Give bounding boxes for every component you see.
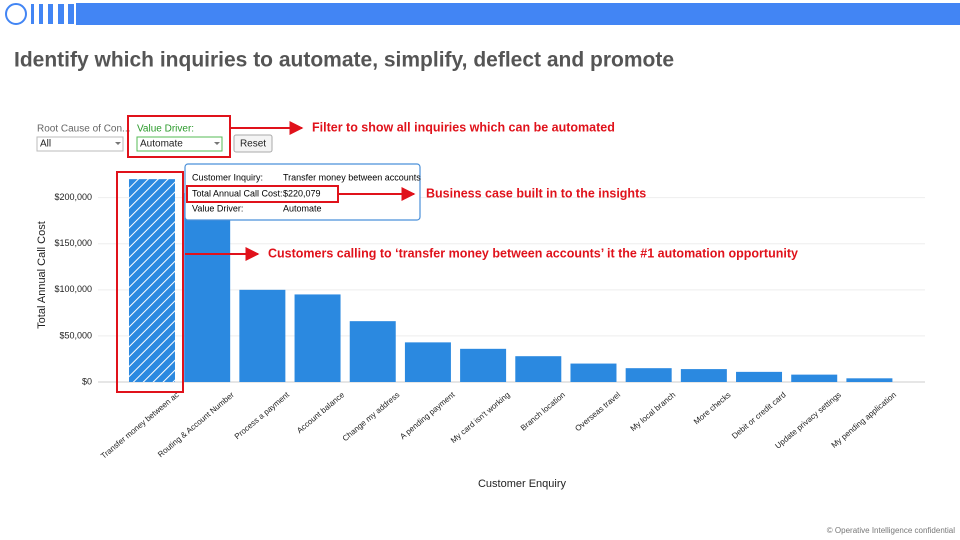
slide-title: Identify which inquiries to automate, si… — [14, 49, 674, 72]
tooltip: Customer Inquiry: Transfer money between… — [184, 163, 421, 221]
x-tick-label: Change my address — [341, 390, 402, 443]
filter-label: Value Driver: — [137, 124, 194, 135]
bar — [846, 378, 893, 382]
tooltip-value: Automate — [283, 203, 322, 213]
bar — [184, 193, 231, 382]
tooltip-label: Total Annual Call Cost: — [192, 188, 283, 198]
bar — [460, 348, 507, 382]
x-tick-label: My local branch — [629, 390, 678, 433]
annotation: Business case built in to the insights — [426, 186, 646, 200]
y-tick-label: $200,000 — [54, 192, 92, 202]
y-axis-title: Total Annual Call Cost — [36, 221, 48, 329]
x-tick-label: More checks — [692, 390, 733, 426]
y-tick-label: $0 — [82, 376, 92, 386]
filter-select[interactable] — [136, 136, 223, 152]
filter-value: All — [40, 139, 51, 150]
x-tick-label: My card isn't working — [449, 390, 512, 445]
filter-label: Root Cause of Con... — [37, 124, 130, 135]
bar — [239, 289, 286, 382]
reset-label: Reset — [240, 139, 266, 150]
annotation: Filter to show all inquiries which can b… — [312, 120, 615, 134]
bar — [515, 356, 562, 382]
bar — [736, 371, 783, 382]
x-axis-title: Customer Enquiry — [478, 478, 567, 490]
x-tick-label: Process a payment — [233, 390, 292, 441]
annotation: Customers calling to ‘transfer money bet… — [268, 246, 798, 260]
reset-button[interactable] — [233, 134, 273, 153]
x-tick-label: A pending payment — [398, 390, 457, 441]
bar — [128, 179, 175, 382]
y-tick-label: $150,000 — [54, 238, 92, 248]
x-tick-label: Account balance — [295, 390, 347, 435]
highlight-box — [127, 115, 231, 158]
bar — [349, 321, 396, 382]
x-tick-label: Debit or credit card — [730, 390, 788, 440]
bar — [294, 294, 341, 382]
header-strip — [5, 3, 960, 25]
bar — [570, 363, 617, 382]
highlight-box — [116, 171, 184, 393]
filter-value: Automate — [140, 139, 183, 150]
tooltip-label: Value Driver: — [192, 203, 243, 213]
plot: $0$50,000$100,000$150,000$200,000Transfe… — [54, 179, 925, 461]
footer: © Operative Intelligence confidential — [827, 526, 955, 535]
bar — [791, 374, 838, 382]
y-tick-label: $100,000 — [54, 284, 92, 294]
y-tick-label: $50,000 — [59, 330, 92, 340]
tooltip-value: $220,079 — [283, 188, 321, 198]
tooltip-value: Transfer money between accounts — [283, 172, 421, 182]
x-tick-label: Branch location — [519, 390, 567, 432]
bar — [404, 342, 451, 382]
x-tick-label: Overseas travel — [573, 390, 622, 433]
bar — [625, 368, 672, 382]
bar — [680, 369, 727, 382]
tooltip-label: Customer Inquiry: — [192, 172, 263, 182]
filter-select[interactable] — [36, 136, 124, 152]
